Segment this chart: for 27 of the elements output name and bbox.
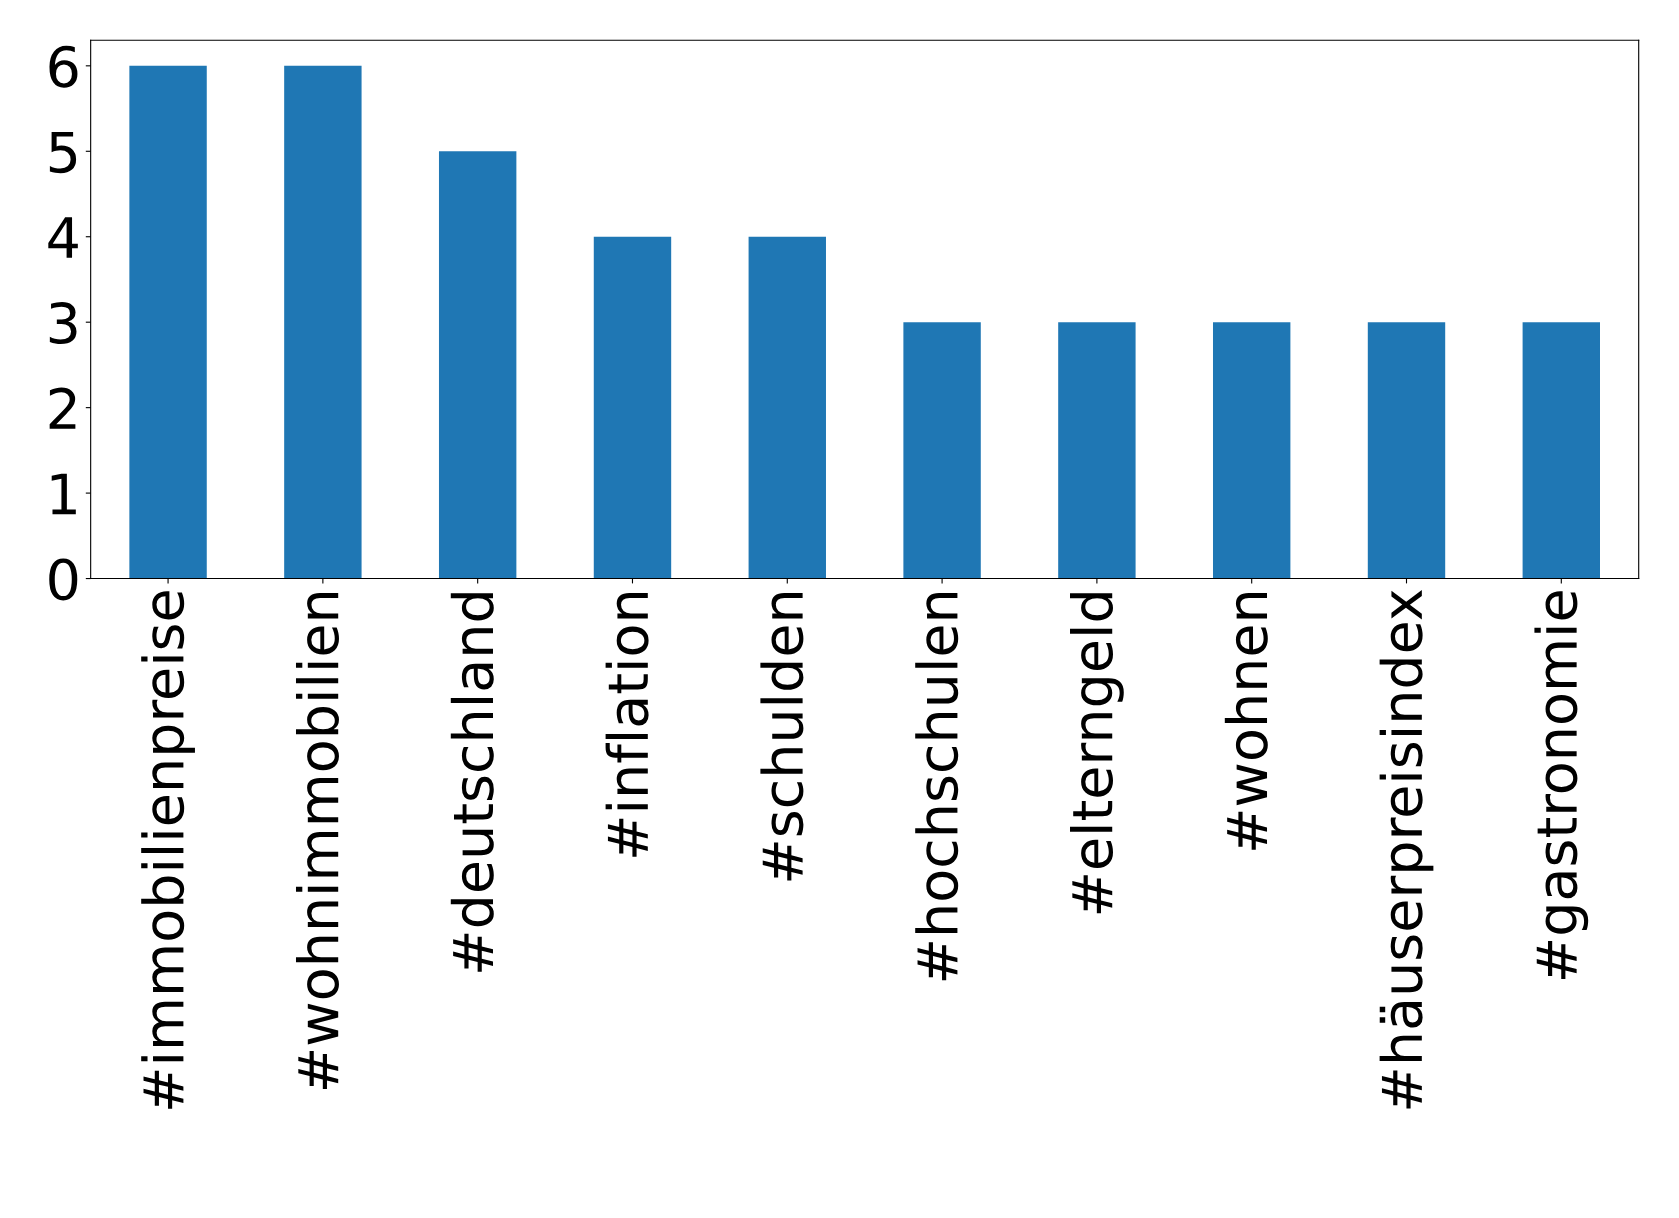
- x-tick-label: #inflation: [605, 592, 649, 857]
- x-tick-label: #deutschland: [450, 593, 494, 972]
- y-tick-label: 1: [51, 473, 76, 515]
- x-tick-label: #elterngeld: [1070, 593, 1124, 914]
- y-tick-label: 0: [49, 558, 78, 601]
- bar: [1212, 322, 1291, 579]
- x-tick-label: #wohnen: [1224, 592, 1268, 850]
- bar: [129, 65, 207, 579]
- x-tick-label: #gastronomie: [1534, 591, 1589, 980]
- y-tick-label: 6: [49, 45, 78, 88]
- y-tick-label: 3: [49, 302, 77, 345]
- bar: [1522, 322, 1600, 579]
- bar: [1367, 322, 1446, 579]
- x-tick-label: #hochschulen: [915, 592, 959, 981]
- x-tick-label: #schulden: [760, 592, 804, 881]
- x-tick-label: #immobilienpreise: [141, 591, 195, 1109]
- bar: [1058, 322, 1136, 579]
- x-tick-label: #wohnimmobilien: [295, 592, 339, 1089]
- x-tick-label: #häuserpreisindex: [1379, 590, 1434, 1109]
- bar: [748, 236, 826, 579]
- bar: [284, 65, 362, 579]
- y-tick-label: 4: [48, 217, 78, 258]
- bar: [593, 236, 672, 579]
- y-tick-label: 2: [49, 387, 76, 429]
- bar: [438, 151, 517, 579]
- bar: [903, 322, 981, 579]
- y-tick-label: 5: [49, 131, 77, 174]
